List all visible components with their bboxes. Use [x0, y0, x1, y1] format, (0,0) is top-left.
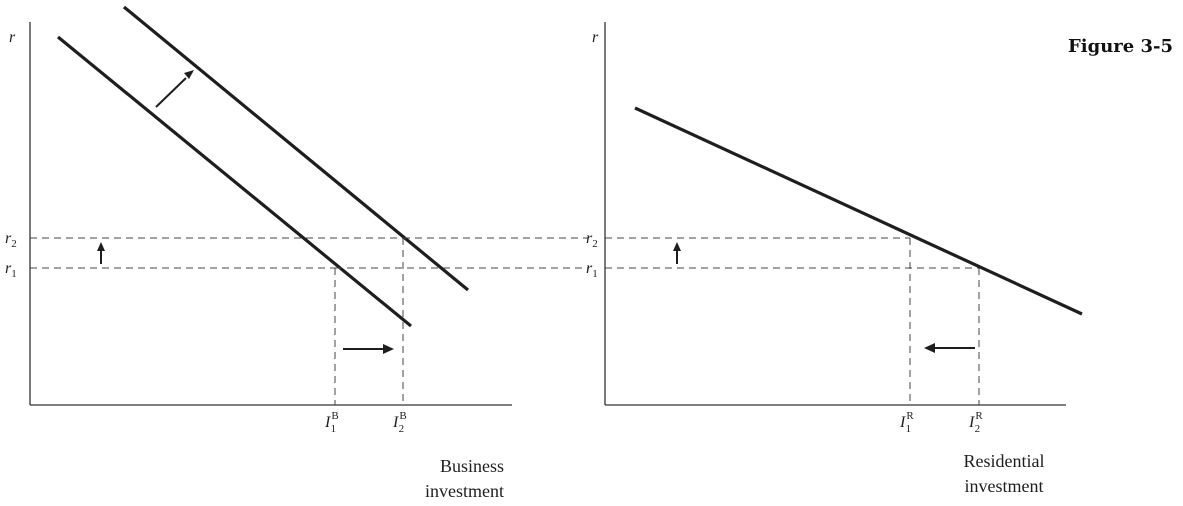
residential-investment-panel: r r2 r1 IR 1 IR 2 Residential investment — [335, 22, 1083, 496]
business-investment-panel: r r2 r1 IB 1 IB 2 Business investment — [5, 5, 512, 501]
right-rate-up-arrow-head — [673, 242, 681, 251]
right-i2-label: IR 2 — [968, 410, 983, 435]
business-investment-curve-shifted — [122, 5, 470, 292]
residential-investment-curve — [634, 106, 1083, 316]
right-r1-label: r1 — [586, 260, 598, 280]
left-r1-label: r1 — [5, 260, 17, 280]
figure-title: Figure 3-5 — [1068, 36, 1173, 57]
left-y-axis-label: r — [9, 29, 16, 46]
left-investment-right-arrow-head — [383, 344, 394, 354]
left-rate-up-arrow-head — [97, 242, 105, 251]
left-x-axis-title-line2: investment — [425, 481, 504, 501]
right-i1-label: IR 1 — [899, 410, 914, 435]
left-shift-arrow-head — [184, 70, 194, 79]
right-y-axis-label: r — [592, 29, 599, 46]
left-shift-arrow-shaft — [155, 77, 187, 108]
left-r2-label: r2 — [5, 230, 17, 250]
left-i2-label: IB 2 — [392, 410, 407, 435]
left-i1-label: IB 1 — [324, 410, 339, 435]
right-investment-left-arrow-head — [924, 343, 935, 353]
right-x-axis-title-line2: investment — [965, 476, 1044, 496]
right-x-axis-title-line1: Residential — [964, 451, 1045, 471]
business-investment-curve-original — [56, 35, 413, 328]
right-r2-label: r2 — [586, 230, 598, 250]
left-x-axis-title-line1: Business — [440, 456, 504, 476]
